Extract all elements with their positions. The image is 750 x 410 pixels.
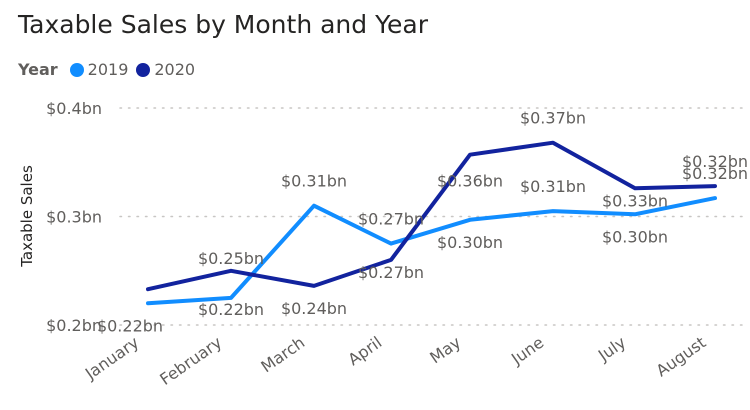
data-label: $0.27bn	[358, 210, 424, 229]
data-label: $0.31bn	[520, 177, 586, 196]
x-tick-label: February	[156, 333, 225, 389]
series-line-2020	[146, 140, 717, 292]
data-label: $0.22bn	[97, 316, 163, 335]
x-tick-label: March	[257, 333, 308, 377]
x-tick-label: June	[507, 333, 547, 369]
data-label: $0.30bn	[437, 233, 503, 252]
y-axis-label: Taxable Sales	[18, 165, 36, 268]
data-label: $0.31bn	[281, 172, 347, 191]
legend-label-2019: 2019	[87, 60, 129, 79]
chart-title: Taxable Sales by Month and Year	[18, 10, 429, 39]
data-label: $0.25bn	[198, 249, 264, 268]
y-tick-label: $0.4bn	[46, 99, 102, 118]
data-label: $0.32bn	[682, 152, 748, 171]
data-label: $0.32bn	[682, 164, 748, 183]
legend-title: Year	[18, 60, 58, 79]
series-line-2019	[146, 196, 717, 306]
data-label: $0.37bn	[520, 109, 586, 128]
x-tick-label: July	[594, 333, 629, 366]
x-tick-label: August	[653, 333, 710, 381]
legend-item-2020[interactable]: 2020	[136, 60, 195, 79]
data-label: $0.22bn	[198, 300, 264, 319]
y-tick-label: $0.2bn	[46, 316, 102, 335]
data-label: $0.33bn	[602, 191, 668, 210]
data-label: $0.27bn	[358, 263, 424, 282]
legend-dot-2020	[136, 62, 151, 77]
data-label: $0.36bn	[437, 172, 503, 191]
y-tick-label: $0.3bn	[46, 208, 102, 227]
x-tick-label: April	[344, 333, 385, 370]
x-tick-label: January	[81, 333, 142, 384]
legend-label-2020: 2020	[154, 60, 196, 79]
x-tick-label: May	[426, 333, 464, 368]
data-label: $0.30bn	[602, 227, 668, 246]
legend: Year 2019 2020	[18, 60, 203, 79]
data-label: $0.24bn	[281, 299, 347, 318]
legend-dot-2019	[69, 62, 84, 77]
legend-item-2019[interactable]: 2019	[69, 60, 129, 79]
